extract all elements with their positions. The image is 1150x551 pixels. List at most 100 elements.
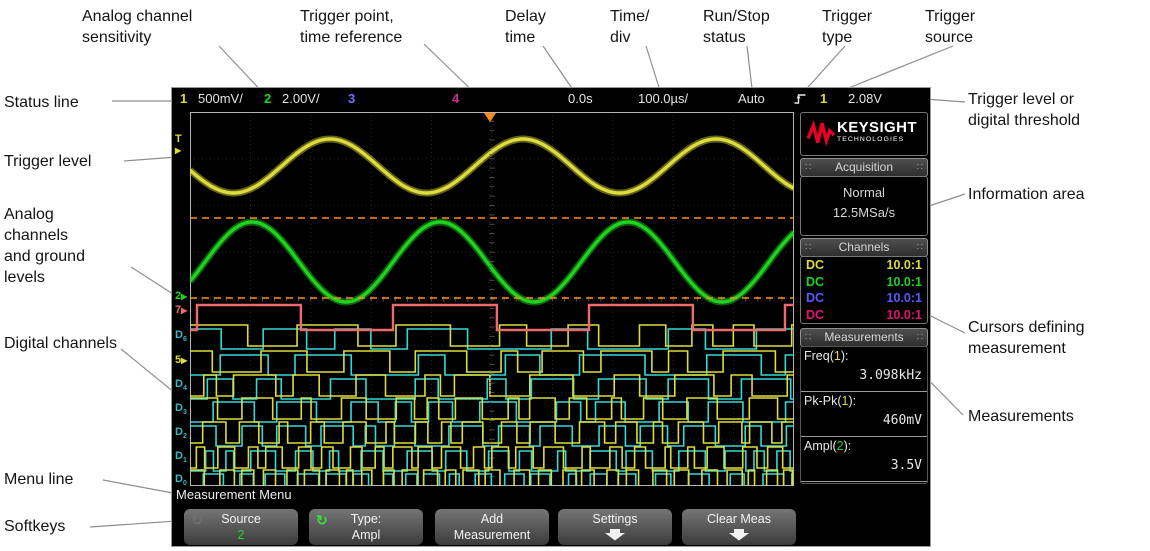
- marker-D4: D4: [175, 378, 187, 393]
- brand-name: KEYSIGHT: [837, 119, 917, 136]
- ch3-number: 3: [348, 91, 356, 106]
- trigger-level-value: 2.08V: [848, 91, 882, 106]
- softkey-label: Clear Meas: [707, 512, 771, 526]
- channel-row: DC 10.0:1: [801, 307, 927, 324]
- ch4-number: 4: [452, 91, 460, 106]
- marker-D6: D6: [175, 329, 187, 344]
- measurements-header[interactable]: ∷ Measurements ∷: [800, 328, 928, 347]
- annotation-status-line: Status line: [4, 94, 79, 111]
- annotation-trigger-level: Trigger level: [4, 153, 92, 170]
- probe-ratio: 10.0:1: [886, 274, 922, 289]
- channel-row: DC 10.0:1: [801, 290, 927, 307]
- marker-D1: D1: [175, 450, 187, 465]
- grip-icon: ∷: [805, 332, 812, 343]
- measurement-row: Pk-Pk(1): 460mV: [801, 392, 927, 437]
- acquisition-mode: Normal: [843, 185, 885, 200]
- annotation-softkeys: Softkeys: [4, 518, 66, 535]
- measurement-row: Freq(1): 3.098kHz: [801, 347, 927, 392]
- ch1-sensitivity: 500mV/: [198, 91, 243, 106]
- down-arrow-icon: [605, 529, 625, 541]
- probe-ratio: 10.0:1: [886, 258, 922, 272]
- entry-knob-icon: ↻: [191, 512, 203, 528]
- grip-icon: ∷: [916, 242, 923, 253]
- coupling: DC: [806, 307, 825, 322]
- trigger-type-edge-icon: [794, 94, 806, 104]
- channels-header[interactable]: ∷ Channels ∷: [800, 238, 928, 257]
- grip-icon: ∷: [805, 162, 812, 173]
- run-stop-status: Auto: [738, 91, 765, 106]
- marker-D2: D2: [175, 426, 187, 441]
- coupling: DC: [806, 291, 825, 305]
- marker-7: 7▶: [175, 304, 188, 316]
- softkey-source[interactable]: ↻ Source 2: [184, 509, 298, 545]
- marker-T: T ▶: [175, 133, 182, 156]
- measurements-title: Measurements: [824, 330, 904, 344]
- probe-ratio: 10.0:1: [886, 291, 922, 305]
- entry-knob-icon: ↻: [316, 512, 328, 528]
- annotation-cursors: Cursors defining measurement: [968, 319, 1085, 357]
- annotation-analog-channels: Analog channels and ground levels: [4, 206, 85, 286]
- softkey-label: Source: [221, 512, 261, 526]
- annotation-delay-time: Delay time: [505, 8, 546, 46]
- softkey-settings[interactable]: Settings: [558, 509, 672, 545]
- marker-D3: D3: [175, 402, 187, 417]
- brand-sub: TECHNOLOGIES: [837, 136, 905, 143]
- annotation-measurements: Measurements: [968, 408, 1074, 425]
- channels-box: DC 10.0:1 DC 10.0:1 DC 10.0:1 DC 10.0:1: [800, 256, 928, 324]
- measurement-value: 460mV: [882, 413, 922, 428]
- annotation-analog-sensitivity: Analog channel sensitivity: [82, 8, 193, 46]
- softkey-value: 2: [237, 528, 245, 542]
- information-area: KEYSIGHT TECHNOLOGIES ∷ Acquisition ∷ No…: [798, 110, 930, 490]
- grip-icon: ∷: [916, 162, 923, 173]
- waveform-display: [190, 112, 794, 486]
- annotation-information-area: Information area: [968, 186, 1085, 203]
- annotation-trigger-source: Trigger source: [925, 8, 976, 46]
- channel-row: DC 10.0:1: [801, 274, 927, 291]
- status-line: 1 500mV/ 2 2.00V/ 3 4 0.0s 100.0µs/ Auto…: [172, 88, 930, 110]
- marker-D0: D0: [175, 473, 187, 488]
- keysight-spark-icon: [806, 120, 836, 147]
- measurement-source: 1: [833, 349, 841, 363]
- softkey-label: Add: [480, 512, 504, 526]
- measurement-value: 3.098kHz: [859, 368, 922, 383]
- annotation-trigger-type: Trigger type: [822, 8, 873, 46]
- menu-line: Measurement Menu: [176, 487, 292, 502]
- grip-icon: ∷: [805, 242, 812, 253]
- acquisition-title: Acquisition: [834, 160, 894, 174]
- coupling: DC: [806, 274, 825, 289]
- acquisition-header[interactable]: ∷ Acquisition ∷: [800, 158, 928, 177]
- annotation-digital-channels: Digital channels: [4, 335, 117, 352]
- softkey-add[interactable]: Add Measurement: [435, 509, 549, 545]
- channel-row: DC 10.0:1: [801, 257, 927, 274]
- channels-title: Channels: [838, 240, 890, 254]
- probe-ratio: 10.0:1: [886, 307, 922, 322]
- marker-5: 5▶: [175, 354, 188, 366]
- measurement-source: 1: [841, 394, 849, 408]
- measurements-box: Freq(1): 3.098kHz Pk-Pk(1): 460mV Ampl(2…: [800, 346, 928, 484]
- sample-rate: 12.5MSa/s: [832, 205, 896, 220]
- softkey-value: Ampl: [351, 528, 381, 542]
- marker-2: 2▶: [175, 290, 188, 302]
- grip-icon: ∷: [916, 332, 923, 343]
- measurement-value: 3.5V: [890, 458, 922, 473]
- measurement-row: Ampl(2): 3.5V: [801, 437, 927, 482]
- softkey-label: Type:: [350, 512, 382, 526]
- softkey-value: Measurement: [453, 528, 531, 542]
- annotation-time-div: Time/ div: [610, 8, 650, 46]
- acquisition-box: Normal 12.5MSa/s: [800, 176, 928, 236]
- delay-time-value: 0.0s: [568, 91, 593, 106]
- annotation-trigger-point: Trigger point, time reference: [300, 8, 403, 46]
- ch2-number: 2: [264, 91, 272, 106]
- timebase-value: 100.0µs/: [638, 91, 689, 106]
- annotation-trigger-threshold: Trigger level or digital threshold: [968, 91, 1081, 129]
- oscilloscope-screen: 1 500mV/ 2 2.00V/ 3 4 0.0s 100.0µs/ Auto…: [171, 87, 931, 547]
- ch2-sensitivity: 2.00V/: [282, 91, 320, 106]
- softkey-clear-meas[interactable]: Clear Meas: [682, 509, 796, 545]
- trigger-source-value: 1: [820, 91, 828, 106]
- coupling: DC: [806, 258, 825, 272]
- softkey-type-[interactable]: ↻ Type: Ampl: [309, 509, 423, 545]
- softkey-label: Settings: [592, 512, 638, 526]
- ch1-number: 1: [180, 91, 188, 106]
- annotation-menu-line: Menu line: [4, 471, 74, 488]
